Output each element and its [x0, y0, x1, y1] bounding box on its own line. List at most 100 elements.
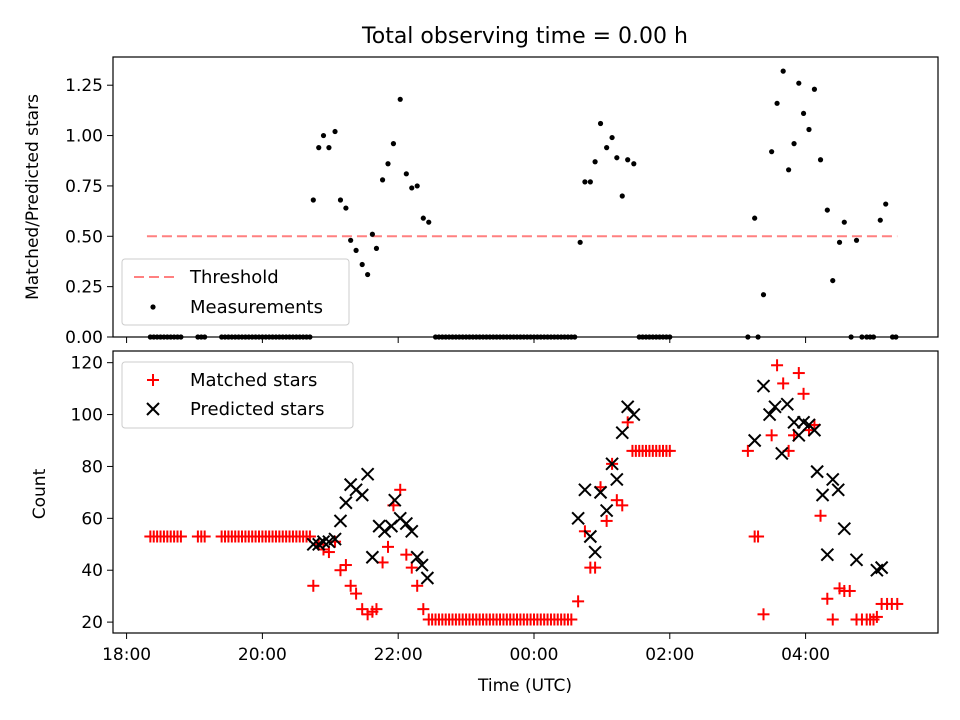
top-y-tick-label: 1.25 [65, 76, 103, 96]
measurement-point [359, 261, 365, 268]
measurement-point [310, 197, 316, 203]
predicted-star-mark-b [328, 532, 342, 546]
measurement-point [316, 145, 322, 151]
measurement-point [337, 197, 344, 203]
measurement-point [883, 201, 889, 207]
bottom-y-axis-label: Count [30, 468, 50, 519]
predicted-star-mark-b [807, 423, 822, 437]
bottom-y-tick-label: 80 [81, 457, 103, 477]
predicted-star-point [610, 472, 624, 487]
measurement-point [397, 96, 403, 102]
predicted-star-point [339, 496, 353, 510]
predicted-star-mark-b [410, 550, 424, 564]
measurements-series [147, 68, 899, 340]
predicted-star-point [762, 407, 777, 422]
predicted-star-mark-b [756, 379, 771, 393]
matched-star-point [797, 387, 810, 400]
matched-star-point [307, 579, 320, 592]
predicted-star-point [837, 522, 852, 536]
top-legend: Threshold Measurements [121, 258, 350, 326]
top-y-tick-label: 0.25 [65, 278, 103, 298]
bottom-panel-counts: 20 40 60 80 100 120 18:00 20:00 22:00 00:00 02:00… [30, 350, 939, 696]
matched-star-point [417, 603, 430, 616]
bottom-y-tick-label: 100 [71, 406, 103, 426]
bottom-x-tick-label: 18:00 [102, 645, 151, 665]
bottom-y-tick-label: 60 [81, 509, 103, 529]
predicted-legend-label: Predicted stars [190, 399, 324, 420]
predicted-star-mark-b [377, 524, 392, 539]
measurements-legend-label: Measurements [190, 297, 323, 318]
matched-star-point [826, 613, 839, 626]
matched-star-point [174, 530, 187, 543]
predicted-star-point [849, 553, 864, 567]
matched-star-point [344, 579, 357, 592]
measurement-point [582, 179, 588, 185]
matched-star-point [565, 613, 578, 626]
matched-star-point [771, 359, 784, 372]
matched-star-point [843, 584, 856, 597]
predicted-star-mark-b [820, 547, 835, 562]
measurement-point [769, 149, 775, 155]
measurement-point [409, 185, 415, 191]
measurement-point [848, 334, 854, 340]
bottom-y-tick-label: 20 [81, 613, 103, 633]
predicted-star-point [306, 537, 321, 551]
measurement-point [373, 245, 380, 251]
predicted-star-mark-b [787, 415, 801, 430]
predicted-star-point [747, 433, 762, 448]
top-panel-ratio: 0.00 0.25 0.50 0.75 1.00 1.25 Matched/Predict… [23, 56, 939, 348]
matched-star-point [610, 494, 623, 507]
bottom-legend: Matched stars Predicted stars [121, 361, 354, 429]
matched-star-point [663, 444, 676, 457]
measurement-point [853, 237, 860, 243]
predicted-star-mark-b [420, 571, 435, 585]
measurement-point [592, 159, 598, 165]
measurement-point [353, 247, 359, 253]
predicted-star-mark-b [775, 446, 789, 461]
predicted-star-point [355, 488, 369, 502]
predicted-star-mark-b [583, 529, 598, 544]
top-x-ticks [126, 337, 807, 343]
measurement-point [836, 239, 843, 245]
predicted-star-mark-b [815, 488, 830, 502]
predicted-star-mark-b [796, 415, 811, 430]
predicted-star-point [620, 400, 635, 414]
measurement-point [577, 239, 583, 245]
predicted-star-point [593, 485, 608, 500]
measurement-point [426, 219, 432, 225]
measurement-point [824, 207, 830, 213]
predicted-star-mark-b [792, 428, 806, 443]
predicted-star-mark-b [399, 516, 414, 531]
predicted-star-mark-b [306, 537, 321, 551]
count-series [144, 359, 904, 626]
measurement-point [385, 161, 391, 167]
matched-legend-label: Matched stars [190, 370, 317, 391]
predicted-star-point [316, 534, 331, 549]
predicted-star-mark-b [593, 485, 608, 500]
predicted-star-mark-b [780, 397, 794, 411]
predicted-star-mark-b [615, 426, 629, 440]
measurement-point [755, 334, 761, 340]
bottom-panel-frame [112, 350, 939, 634]
predicted-star-mark-b [588, 545, 602, 559]
predicted-star-mark-b [360, 467, 375, 481]
measurement-point [178, 334, 184, 340]
predicted-star-point [756, 379, 771, 393]
predicted-star-point [780, 397, 794, 411]
measurement-point [202, 334, 208, 340]
predicted-star-point [388, 493, 402, 507]
predicted-star-mark-b [874, 560, 889, 575]
measurement-point [774, 100, 780, 106]
predicted-star-mark-b [605, 457, 619, 471]
predicted-star-point [571, 511, 585, 526]
top-y-axis-label: Matched/Predicted stars [23, 94, 43, 300]
matched-star-point [891, 597, 904, 610]
measurement-point [604, 145, 610, 151]
measurement-point [806, 126, 812, 133]
matched-star-point [339, 559, 352, 572]
predicted-star-mark-b [747, 433, 762, 448]
predicted-star-point [775, 446, 789, 461]
predicted-legend-swatch [146, 402, 160, 416]
predicted-star-point [410, 550, 424, 564]
matched-star-point [411, 579, 424, 592]
